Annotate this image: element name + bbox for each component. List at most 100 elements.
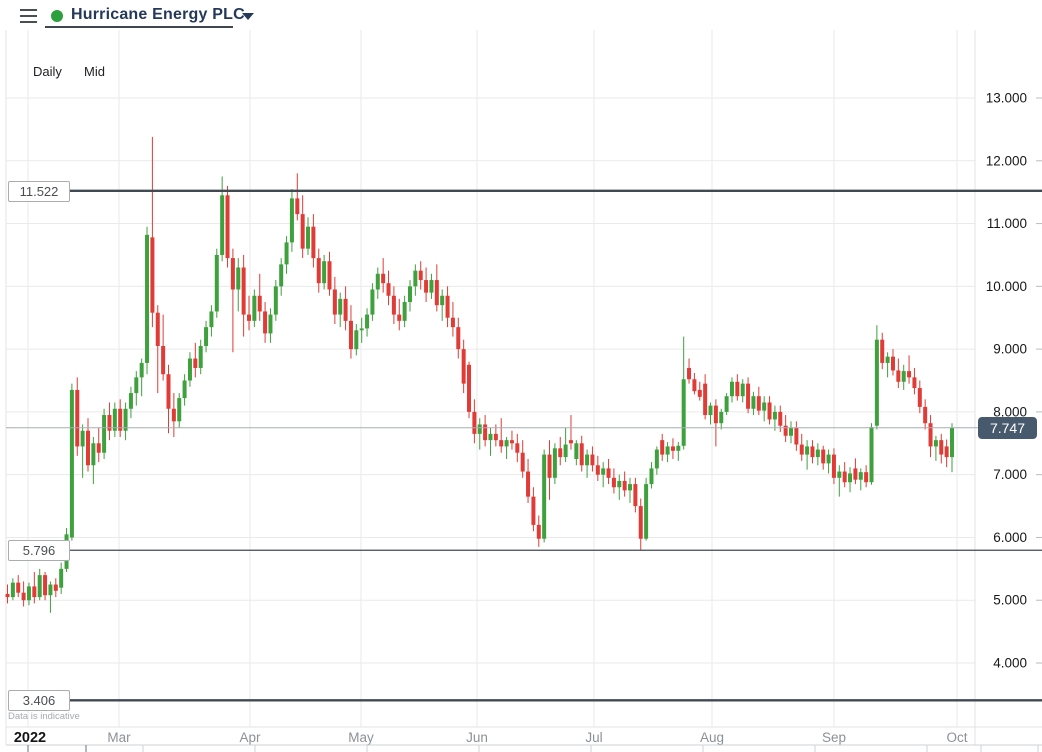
- candle: [166, 374, 171, 409]
- candle: [80, 430, 85, 447]
- price-level-label-5796[interactable]: 5.796: [8, 540, 70, 562]
- candle: [611, 477, 616, 488]
- candle: [440, 295, 445, 306]
- candle: [848, 473, 853, 483]
- candle: [397, 314, 402, 321]
- y-axis-tick-label: 8.000: [993, 404, 1027, 419]
- candle: [75, 389, 80, 447]
- price-level-label-11522[interactable]: 11.522: [8, 180, 70, 202]
- candle: [386, 283, 391, 296]
- candle: [37, 575, 42, 598]
- candle: [869, 426, 874, 483]
- candle: [327, 261, 332, 290]
- candle: [880, 339, 885, 363]
- candle: [107, 415, 112, 431]
- candle: [515, 443, 520, 453]
- candle: [724, 396, 729, 412]
- candle: [32, 586, 37, 598]
- candle: [504, 440, 509, 447]
- price-level-label-3406[interactable]: 3.406: [8, 690, 70, 712]
- candle: [708, 405, 713, 416]
- candle: [649, 468, 654, 485]
- x-axis-month-label: Jun: [466, 730, 488, 745]
- candle: [467, 364, 472, 412]
- y-axis-tick-label: 5.000: [993, 593, 1027, 608]
- candle: [692, 379, 697, 392]
- candle: [418, 270, 423, 281]
- candle: [810, 446, 815, 458]
- candle: [118, 408, 123, 431]
- candle: [472, 411, 477, 434]
- candle: [257, 295, 262, 312]
- candle: [209, 311, 214, 328]
- candle: [654, 449, 659, 469]
- candle: [901, 371, 906, 382]
- candle: [102, 415, 107, 453]
- candle: [628, 484, 633, 491]
- candle: [413, 270, 418, 287]
- y-axis-tick-label: 6.000: [993, 530, 1027, 545]
- candle: [606, 468, 611, 478]
- candle: [483, 424, 488, 441]
- candle: [687, 367, 692, 380]
- candle: [204, 327, 209, 346]
- candle: [359, 328, 364, 331]
- candle: [751, 396, 756, 409]
- y-axis-tick-label: 13.000: [986, 91, 1027, 106]
- candle: [681, 379, 686, 446]
- x-axis-month-label: Oct: [946, 730, 967, 745]
- candle: [789, 427, 794, 436]
- candle: [477, 424, 482, 434]
- candle: [767, 402, 772, 420]
- candle: [16, 582, 21, 593]
- candle: [145, 234, 150, 363]
- instrument-title[interactable]: Hurricane Energy PLC: [71, 6, 245, 23]
- candle: [499, 440, 504, 447]
- candle: [601, 468, 606, 475]
- x-axis-month-label: Apr: [239, 730, 261, 745]
- candle: [214, 254, 219, 312]
- candle: [150, 237, 155, 313]
- price-type-mid-button[interactable]: Mid: [84, 64, 105, 79]
- candle: [912, 377, 917, 389]
- candle: [279, 264, 284, 287]
- candle: [579, 443, 584, 466]
- candle: [354, 330, 359, 350]
- candle: [842, 471, 847, 483]
- candle: [112, 408, 117, 431]
- market-open-dot-icon: [51, 10, 63, 22]
- candle: [187, 358, 192, 381]
- y-axis-tick-label: 10.000: [986, 279, 1027, 294]
- candle: [59, 568, 64, 588]
- candle: [43, 575, 48, 596]
- candle: [558, 448, 563, 458]
- candle: [493, 433, 498, 441]
- candle: [799, 444, 804, 455]
- candle: [461, 349, 466, 384]
- y-axis-tick-label: 11.000: [987, 216, 1027, 231]
- candle: [48, 584, 53, 596]
- timeframe-daily-button[interactable]: Daily: [33, 64, 62, 79]
- candle: [552, 448, 557, 478]
- candle: [740, 383, 745, 397]
- candle: [917, 388, 922, 407]
- candle: [858, 472, 863, 480]
- hamburger-menu-icon[interactable]: [20, 9, 37, 23]
- candle: [5, 593, 10, 598]
- candle: [338, 298, 343, 315]
- candle: [407, 286, 412, 303]
- candle: [874, 339, 879, 426]
- candle: [155, 312, 160, 346]
- candle: [268, 314, 273, 334]
- chevron-down-icon[interactable]: [242, 13, 254, 20]
- candle: [670, 446, 675, 451]
- candle: [306, 226, 311, 249]
- candle: [85, 430, 90, 466]
- candle: [923, 406, 928, 424]
- candle: [381, 273, 386, 284]
- candle: [590, 454, 595, 466]
- candle: [703, 383, 708, 416]
- candle: [729, 381, 734, 397]
